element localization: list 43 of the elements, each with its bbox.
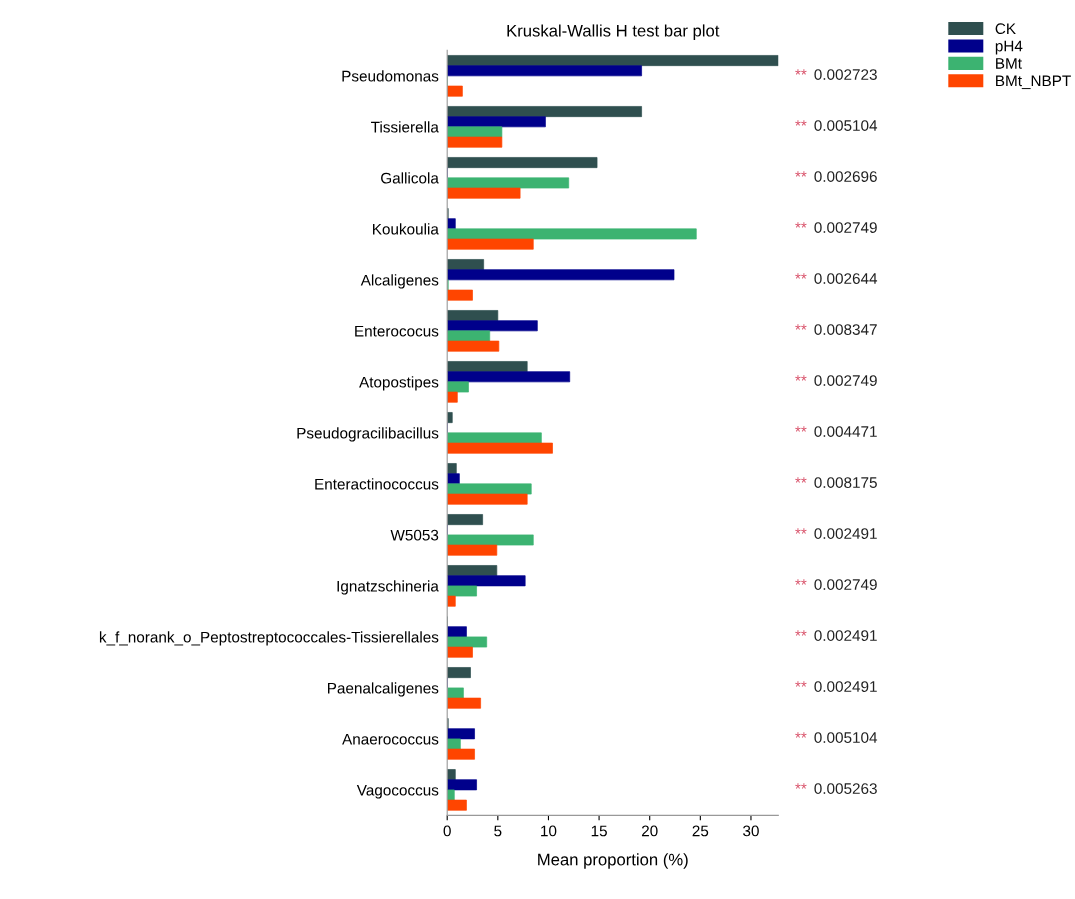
x-tick-label: 15 [591,825,607,837]
legend-label: CK [995,23,1016,35]
y-tick-label: Tissierella [371,121,439,133]
legend-label: pH4 [995,40,1023,55]
text: ** 0.005263 [795,783,877,794]
legend-label: BMt [996,58,1022,69]
y-tick-label: Ignatzschineria [337,580,439,595]
x-tick-label: 20 [641,825,658,837]
text: ** 0.005104 [795,120,878,131]
y-tick-label: Vagococcus [356,784,439,799]
text: ** 0.002644 [795,273,878,284]
text: ** 0.005104 [795,732,878,743]
text: ** 0.002491 [795,630,877,641]
y-tick-label: W5053 [390,529,439,541]
y-tick-label: Pseudomonas [342,70,439,82]
text: ** 0.002696 [795,171,877,182]
y-tick-label: Pseudogracilibacillus [297,427,439,442]
text: ** 0.004471 [795,426,877,437]
text: ** 0.002749 [795,222,877,233]
y-tick-label: Paenalcaligenes [328,682,439,697]
x-tick-label: 30 [743,825,759,837]
text: ** 0.008175 [795,477,877,488]
x-tick-label: 25 [692,825,709,837]
y-tick-label: Atopostipes [359,376,439,391]
chart-title: Kruskal-Wallis H test bar plot [507,24,720,40]
text: ** 0.002749 [795,375,877,386]
x-tick-label: 0 [443,825,451,837]
x-tick-label: 10 [541,825,557,837]
text: ** 0.002749 [795,579,877,590]
x-axis-title: Mean proportion (%) [538,853,688,869]
y-tick-label: Gallicola [381,172,439,184]
y-tick-label: Anaerococcus [342,733,439,745]
text: ** 0.002491 [795,528,877,539]
y-tick-label: Enteractinococcus [315,478,439,490]
text: ** 0.008347 [795,324,877,335]
text: ** 0.002723 [795,69,877,80]
legend-label: BMt_NBPT [996,75,1071,90]
y-tick-label: k_f_norank_o_Peptostreptococcales-Tissierellales [99,631,439,646]
y-tick-label: Alcaligenes [360,274,439,289]
y-tick-label: Koukoulia [373,223,439,235]
text: ** 0.002491 [795,681,877,692]
x-tick-label: 5 [494,825,502,837]
y-tick-label: Enterococus [355,325,439,337]
